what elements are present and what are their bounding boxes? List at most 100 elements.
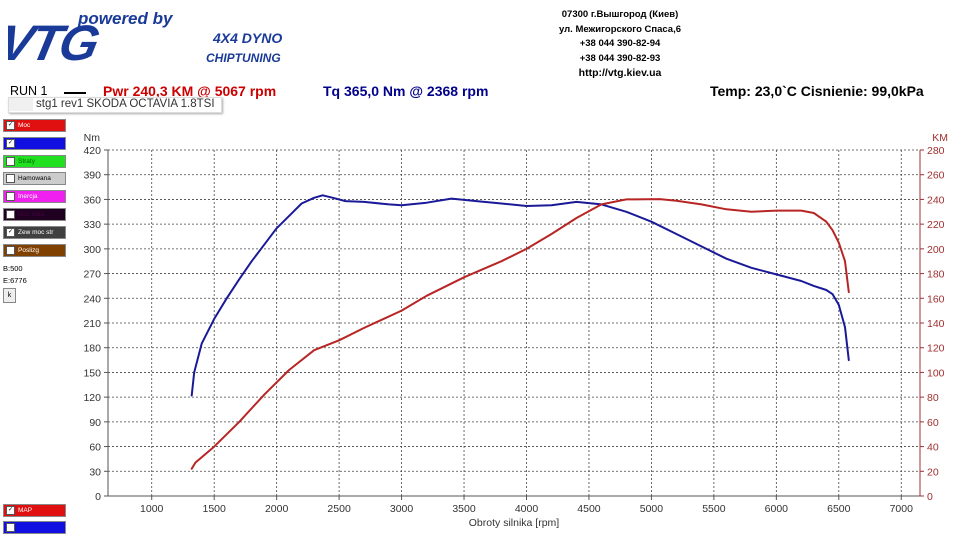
legend-checkbox-4[interactable] — [6, 192, 15, 202]
x-tick-8: 5000 — [640, 503, 664, 515]
x-tick-4: 3000 — [390, 503, 414, 515]
legend-bottom-item-0[interactable]: ✓ MAP — [3, 504, 66, 517]
y-left-tick-4: 120 — [83, 392, 101, 404]
x-tick-9: 5500 — [702, 503, 726, 515]
legend-bottom-item-1[interactable]: Lambda — [3, 521, 66, 534]
vtg-logo: powered by VTG 4X4 DYNO CHIPTUNING — [8, 9, 282, 71]
series-pwr-line — [190, 198, 850, 470]
legend-item-6[interactable]: ✓ Zew moc str — [3, 225, 66, 239]
y-right-tick-7: 140 — [927, 318, 945, 330]
end-rpm: E:6776 — [3, 276, 27, 285]
y-right-tick-10: 200 — [927, 244, 945, 256]
environment-readout: Temp: 23,0`C Cisnienie: 99,0kPa — [710, 83, 924, 99]
address-line2: ул. Межигорского Спаса,6 — [558, 23, 682, 35]
legend-item-2[interactable]: Straty — [3, 154, 66, 168]
y-right-tick-13: 260 — [927, 170, 945, 182]
y-right-tick-6: 120 — [927, 343, 945, 355]
address-phone2: +38 044 390-82-93 — [579, 52, 661, 64]
x-tick-0: 1000 — [140, 503, 164, 515]
y-right-tick-8: 160 — [927, 293, 945, 305]
x-axis-title: Obroty silnika [rpm] — [469, 517, 560, 529]
x-tick-1: 1500 — [203, 503, 227, 515]
x-tick-11: 6500 — [827, 503, 851, 515]
y-left-tick-12: 360 — [83, 194, 101, 206]
x-tick-12: 7000 — [890, 503, 914, 515]
peak-torque-readout: Tq 365,0 Nm @ 2368 rpm — [323, 83, 489, 99]
legend-item-3[interactable]: Hamowana — [3, 172, 66, 186]
k-button[interactable]: k — [3, 288, 16, 303]
legend-checkbox-6[interactable]: ✓ — [6, 227, 15, 237]
y-right-tick-2: 40 — [927, 442, 939, 454]
address-phone1: +38 044 390-82-94 — [579, 38, 661, 49]
legend-label-0: Moc — [18, 122, 31, 129]
run-label: RUN 1 — [10, 84, 48, 98]
legend-label-4: Inercja — [18, 193, 38, 201]
y-left-tick-3: 90 — [89, 417, 101, 429]
legend-label-5: Moc kola — [18, 211, 45, 218]
legend-bottom-label-1: Lambda — [18, 524, 42, 531]
legend-item-7[interactable]: Poslizg — [3, 243, 66, 257]
y-left-tick-7: 210 — [83, 318, 101, 330]
logo-line2: CHIPTUNING — [206, 51, 281, 65]
legend-bottom-checkbox-0[interactable]: ✓ — [6, 506, 15, 515]
x-tick-7: 4500 — [577, 503, 601, 515]
x-tick-10: 6000 — [765, 503, 789, 515]
y-right-tick-3: 60 — [927, 417, 939, 429]
address-url: http://vtg.kiev.ua — [578, 67, 662, 79]
logo-powered-by: powered by — [77, 9, 174, 28]
series-tq-line — [190, 194, 850, 397]
y-left-tick-5: 150 — [83, 367, 101, 379]
y-right-axis-title: KM — [932, 132, 948, 144]
logo-line1: 4X4 DYNO — [212, 30, 282, 46]
legend-label-1: Moment — [18, 139, 42, 147]
begin-rpm: B:500 — [3, 264, 23, 273]
legend-checkbox-0[interactable]: ✓ — [6, 121, 15, 130]
y-left-tick-11: 330 — [83, 219, 101, 231]
legend-item-0[interactable]: ✓ Moc — [3, 119, 66, 132]
legend-checkbox-7[interactable] — [6, 245, 15, 255]
y-left-tick-2: 60 — [89, 442, 101, 454]
legend-checkbox-1[interactable]: ✓ — [6, 138, 15, 148]
y-left-tick-0: 0 — [95, 491, 101, 503]
run-line-swatch — [64, 92, 86, 94]
legend-item-5[interactable]: Moc kola — [3, 208, 66, 221]
y-left-tick-8: 240 — [83, 293, 101, 305]
legend-item-1[interactable]: ✓ Moment — [3, 136, 66, 150]
y-left-tick-9: 270 — [83, 269, 101, 281]
y-left-tick-10: 300 — [83, 244, 101, 256]
legend-checkbox-2[interactable] — [6, 156, 15, 166]
y-right-tick-12: 240 — [927, 194, 945, 206]
sample-swatch — [9, 98, 33, 111]
peak-power-readout: Pwr 240,3 KM @ 5067 rpm — [103, 83, 277, 99]
x-tick-3: 2500 — [327, 503, 351, 515]
sample-text: stg1 rev1 SKODA OCTAVIA 1.8TSI — [36, 98, 215, 110]
y-right-tick-1: 20 — [927, 466, 939, 478]
y-right-tick-0: 0 — [927, 491, 933, 503]
y-left-tick-14: 420 — [83, 145, 101, 157]
address-block: 07300 г.Вышгород (Киев) ул. Межигорского… — [520, 8, 720, 81]
y-right-tick-11: 220 — [927, 219, 945, 231]
legend-label-2: Straty — [18, 157, 35, 165]
y-left-tick-13: 390 — [83, 170, 101, 182]
y-right-tick-9: 180 — [927, 269, 945, 281]
y-right-tick-14: 280 — [927, 145, 945, 157]
logo-brand: VTG — [8, 15, 104, 71]
x-tick-2: 2000 — [265, 503, 289, 515]
legend-item-4[interactable]: Inercja — [3, 190, 66, 204]
x-tick-5: 3500 — [452, 503, 476, 515]
legend-bottom-label-0: MAP — [18, 507, 33, 514]
legend-label-7: Poslizg — [18, 246, 39, 254]
y-right-tick-4: 80 — [927, 392, 939, 404]
legend-checkbox-3[interactable] — [6, 174, 15, 184]
y-left-tick-1: 30 — [89, 466, 101, 478]
sample-label: stg1 rev1 SKODA OCTAVIA 1.8TSI — [8, 97, 222, 113]
legend-label-3: Hamowana — [18, 175, 51, 183]
y-right-tick-5: 100 — [927, 367, 945, 379]
y-left-axis-title: Nm — [84, 132, 101, 144]
y-left-tick-6: 180 — [83, 343, 101, 355]
legend-label-6: Zew moc str — [18, 228, 54, 236]
legend-bottom-checkbox-1[interactable] — [6, 523, 15, 532]
legend-checkbox-5[interactable] — [6, 210, 15, 219]
address-line1: 07300 г.Вышгород (Киев) — [561, 9, 679, 20]
